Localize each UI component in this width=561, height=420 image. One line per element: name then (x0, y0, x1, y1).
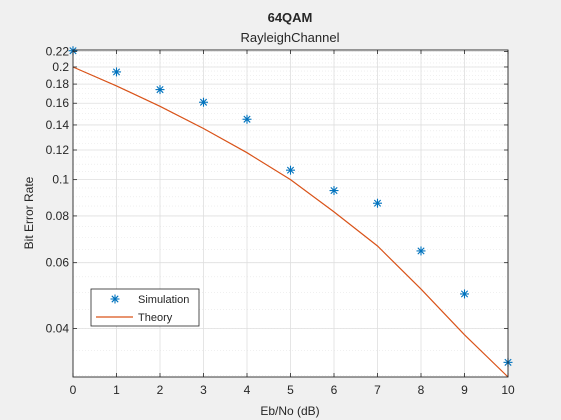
x-tick-label: 3 (200, 383, 207, 397)
simulation-point (156, 85, 165, 94)
x-tick-label: 7 (374, 383, 381, 397)
x-tick-label: 6 (331, 383, 338, 397)
y-tick-label: 0.2 (52, 60, 69, 74)
y-tick-label: 0.08 (46, 209, 70, 223)
legend-theory-label: Theory (138, 312, 173, 324)
chart-title: 64QAM (268, 10, 313, 25)
simulation-point (330, 186, 339, 195)
legend-marker-glyph (111, 295, 120, 304)
y-tick-label: 0.18 (46, 77, 70, 91)
simulation-point (286, 166, 295, 175)
y-tick-label: 0.14 (46, 118, 70, 132)
chart-subtitle: RayleighChannel (240, 30, 339, 45)
x-tick-label: 5 (287, 383, 294, 397)
x-tick-label: 8 (418, 383, 425, 397)
y-tick-label: 0.1 (52, 173, 69, 187)
x-tick-label: 1 (113, 383, 120, 397)
y-tick-label: 0.12 (46, 143, 70, 157)
simulation-point (243, 115, 252, 124)
y-axis-label: Bit Error Rate (22, 176, 36, 249)
x-tick-label: 0 (70, 383, 77, 397)
x-axis-label: Eb/No (dB) (260, 404, 319, 418)
simulation-point (112, 67, 121, 76)
legend: Simulation Theory (91, 289, 199, 326)
y-tick-label: 0.04 (46, 322, 70, 336)
simulation-point (417, 246, 426, 255)
simulation-point (373, 199, 382, 208)
simulation-point (199, 98, 208, 107)
x-tick-label: 4 (244, 383, 251, 397)
y-tick-label: 0.22 (46, 44, 70, 58)
legend-simulation-marker (111, 295, 120, 304)
x-tick-label: 2 (157, 383, 164, 397)
legend-simulation-label: Simulation (138, 294, 189, 306)
y-tick-label: 0.16 (46, 96, 70, 110)
x-tick-label: 10 (501, 383, 515, 397)
x-tick-label: 9 (461, 383, 468, 397)
y-tick-label: 0.06 (46, 256, 70, 270)
simulation-point (460, 289, 469, 298)
